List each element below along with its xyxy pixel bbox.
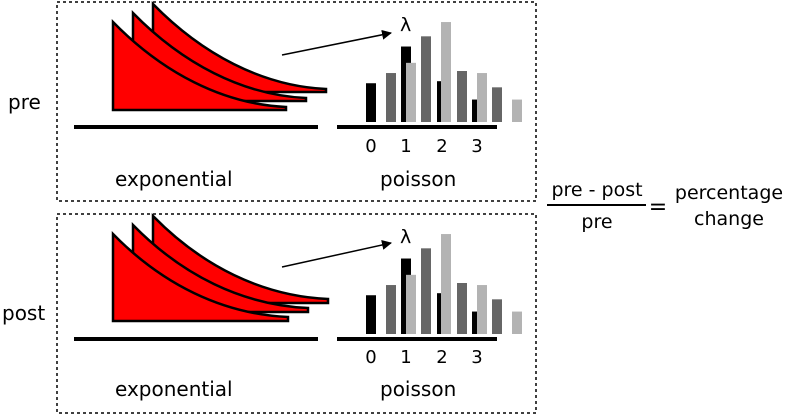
formula-result-line2: change	[694, 208, 764, 230]
pre-tick-2: 2	[436, 136, 447, 157]
post-exponential-curves	[111, 212, 330, 323]
post-poisson-caption: poisson	[380, 377, 456, 401]
poisson-bar-mid-0	[386, 73, 396, 122]
post-lambda-label: λ	[400, 226, 411, 248]
post-poisson-bars	[366, 234, 522, 334]
pre-panel: pre λ 0 1 2 3 exponential poisson	[8, 0, 537, 202]
exponential-curve-1	[111, 18, 288, 112]
poisson-bar-light-0	[406, 274, 416, 334]
pre-row-label: pre	[8, 90, 41, 114]
pre-tick-3: 3	[471, 136, 482, 157]
poisson-bar-mid-2	[457, 71, 467, 122]
pre-exponential-caption: exponential	[115, 167, 233, 191]
pre-exponential-curves	[111, 0, 328, 112]
poisson-bar-light-1	[441, 234, 451, 334]
pre-panel-border	[56, 1, 537, 202]
poisson-bar-mid-2	[457, 283, 467, 334]
pre-arrow	[281, 29, 392, 56]
post-row-label: post	[2, 301, 45, 325]
formula-denominator: pre	[581, 211, 612, 233]
post-tick-1: 1	[400, 347, 411, 368]
formula-numerator: pre - post	[551, 179, 642, 201]
poisson-bar-mid-1	[421, 248, 431, 334]
poisson-bar-light-2	[477, 73, 487, 122]
poisson-bar-dark-0	[366, 83, 376, 122]
pre-tick-0: 0	[365, 136, 376, 157]
poisson-bar-mid-1	[421, 36, 431, 122]
pre-lambda-label: λ	[400, 14, 411, 36]
formula-result-line1: percentage	[675, 182, 783, 204]
poisson-bar-mid-3	[492, 299, 502, 334]
poisson-bar-light-1	[441, 22, 451, 122]
post-exponential-caption: exponential	[115, 377, 233, 401]
pre-tick-1: 1	[400, 136, 411, 157]
pre-poisson-bars	[366, 22, 522, 122]
post-panel: post λ 0 1 2 3 exponential poisson	[2, 212, 537, 414]
formula-equals-sign: =	[649, 195, 667, 220]
post-panel-border	[56, 213, 537, 414]
poisson-bar-mid-3	[492, 87, 502, 122]
exponential-curve-1	[111, 230, 290, 323]
poisson-bar-mid-0	[386, 285, 396, 334]
poisson-bar-light-0	[406, 62, 416, 122]
poisson-bar-light-3	[512, 311, 522, 334]
percentage-change-formula: pre - post pre = percentage change	[547, 179, 783, 233]
post-tick-0: 0	[365, 347, 376, 368]
poisson-bar-light-2	[477, 285, 487, 334]
poisson-bar-light-3	[512, 99, 522, 122]
poisson-bar-dark-0	[366, 295, 376, 334]
pre-poisson-caption: poisson	[380, 167, 456, 191]
post-arrow	[281, 240, 392, 268]
post-tick-2: 2	[436, 347, 447, 368]
post-tick-3: 3	[471, 347, 482, 368]
